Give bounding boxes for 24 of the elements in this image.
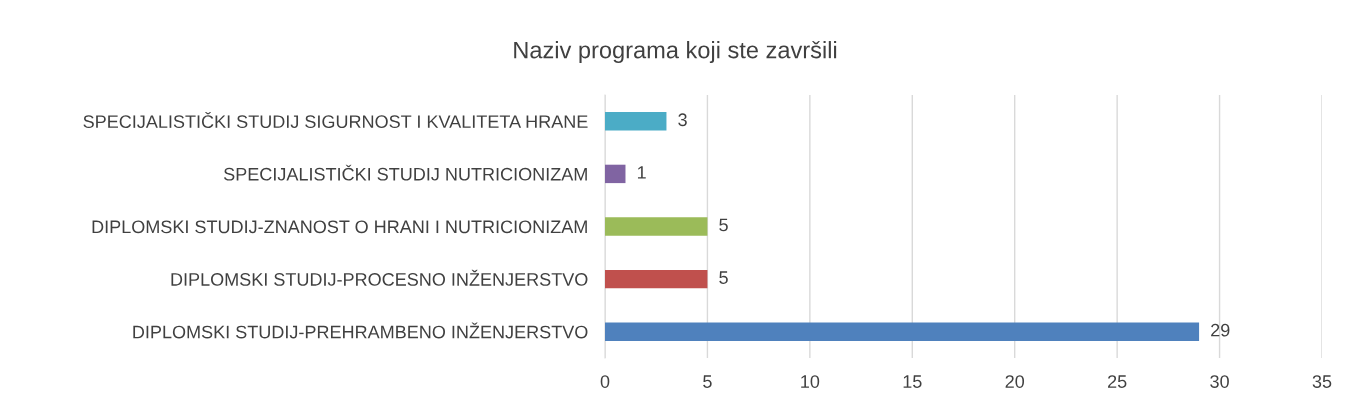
bar [605, 164, 626, 184]
bar [605, 322, 1200, 341]
chart-title: Naziv programa koji ste završili [514, 40, 837, 64]
x-tick-label: 15 [903, 375, 922, 388]
y-tick-label: DIPLOMSKI STUDIJ-ZNANOST O HRANI I NUTRICIONIZAM [92, 220, 587, 234]
x-tick-label: 25 [1108, 375, 1127, 388]
data-label: 3 [678, 113, 687, 127]
x-tick-label: 10 [801, 375, 820, 388]
bar [605, 269, 708, 289]
y-tick-label: SPECIJALISTIČKI STUDIJ NUTRICIONIZAM [224, 164, 587, 181]
y-tick-label: DIPLOMSKI STUDIJ-PREHRAMBENO INŽENJERSTVO [133, 322, 588, 339]
data-label: 1 [637, 166, 646, 179]
x-tick-label: 20 [1005, 375, 1025, 388]
y-tick-label: DIPLOMSKI STUDIJ-PROCESNO INŽENJERSTVO [171, 269, 588, 286]
data-label: 5 [719, 218, 728, 232]
data-label: 5 [719, 271, 728, 284]
bar [605, 217, 708, 236]
y-tick-label: SPECIJALISTIČKI STUDIJ SIGURNOST I KVALITETA HRANE [83, 112, 588, 129]
x-tick-label: 35 [1312, 375, 1332, 388]
x-tick-label: 0 [600, 375, 610, 388]
bar [605, 112, 667, 131]
x-tick-label: 5 [703, 375, 712, 388]
x-tick-label: 30 [1210, 375, 1229, 388]
data-label: 29 [1211, 323, 1230, 337]
